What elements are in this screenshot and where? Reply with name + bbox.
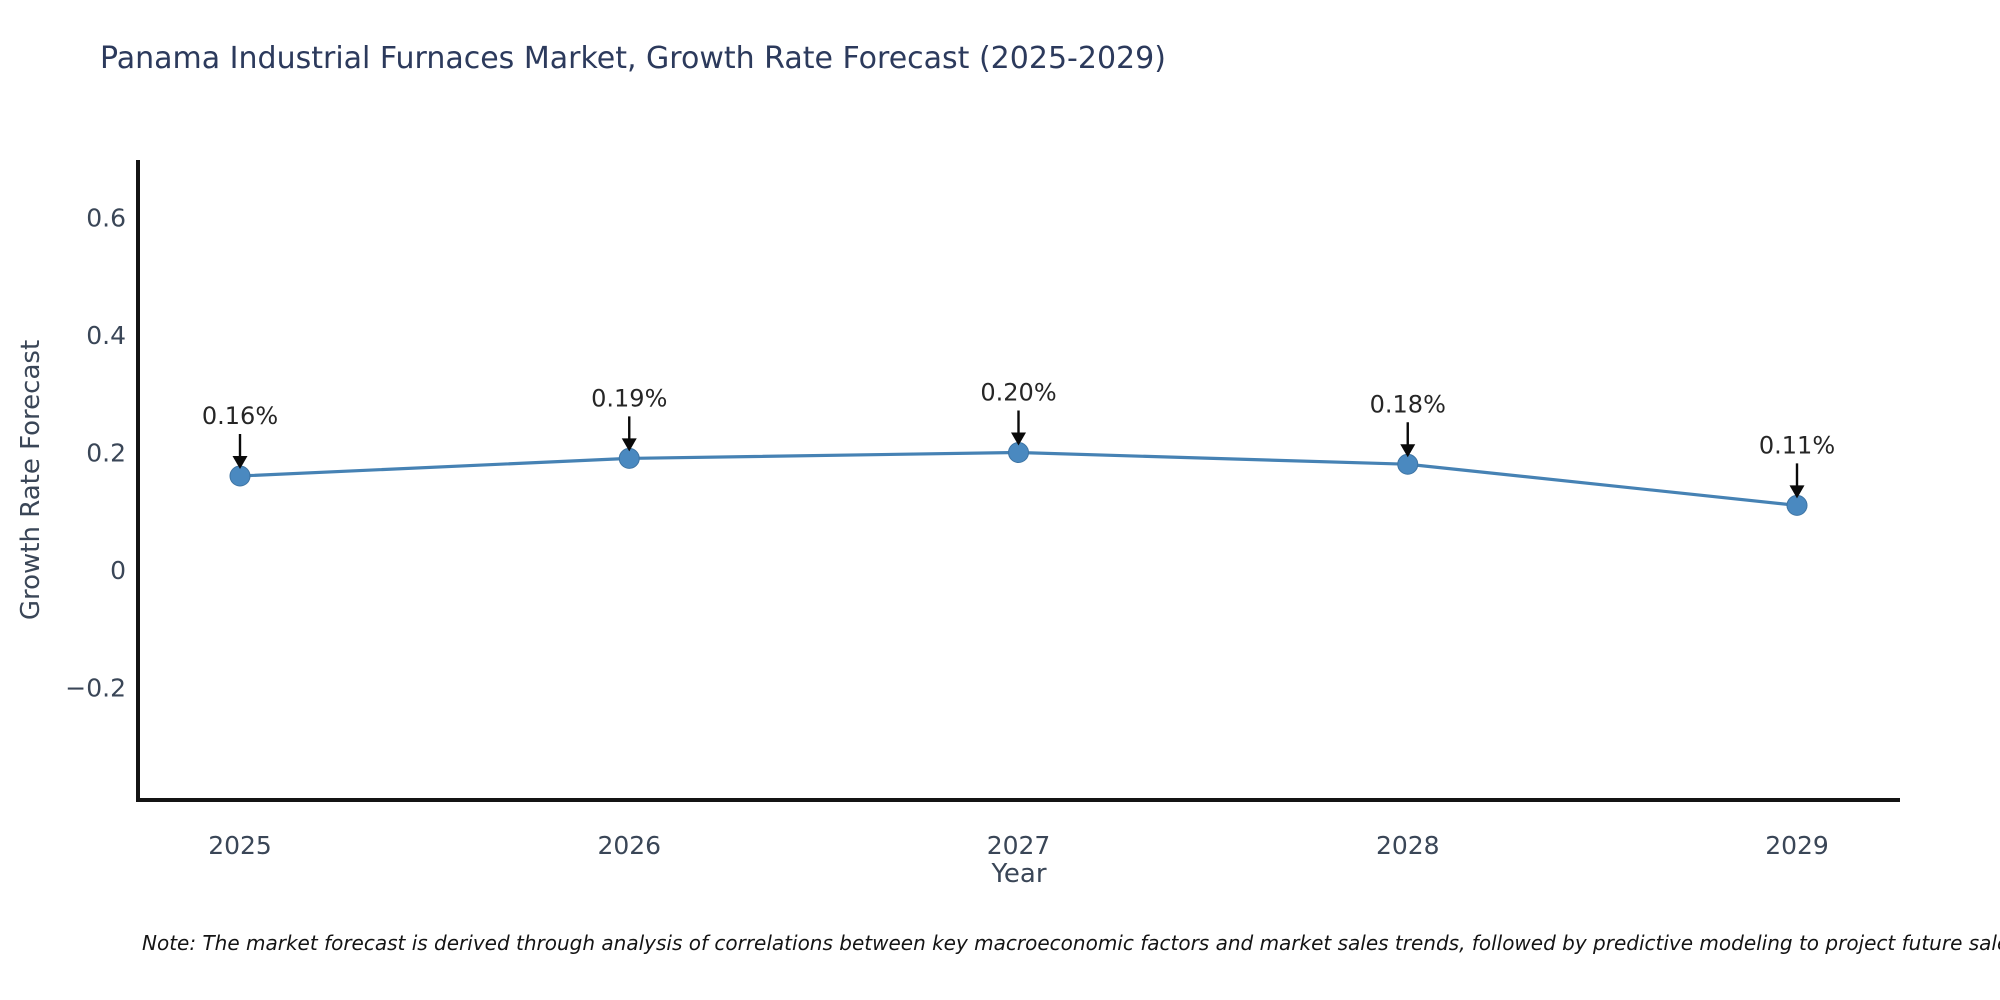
x-tick-label: 2026 — [597, 831, 661, 860]
y-tick-label: 0 — [110, 556, 126, 585]
y-tick-label: 0.6 — [86, 204, 126, 233]
x-tick-label: 2025 — [208, 831, 272, 860]
y-tick-label: 0.2 — [86, 439, 126, 468]
point-annotation-label: 0.16% — [202, 402, 278, 430]
y-axis-title: Growth Rate Forecast — [16, 340, 46, 620]
y-tick-label: 0.4 — [86, 321, 126, 350]
y-tick-label: −0.2 — [65, 674, 126, 703]
point-annotation-label: 0.11% — [1759, 431, 1835, 459]
annotation-arrow-head — [621, 438, 637, 452]
annotation-arrow-head — [1400, 444, 1416, 458]
x-axis-tick-labels: 2025 2026 2027 2028 2029 — [208, 831, 1829, 860]
axis-spines — [136, 160, 1900, 802]
point-annotations: 0.16% 0.19% 0.20% 0.18% 0.11% — [202, 379, 1835, 499]
point-annotation-label: 0.18% — [1370, 390, 1446, 418]
annotation-arrow-head — [232, 456, 248, 469]
x-tick-label: 2028 — [1376, 831, 1440, 860]
chart-footnote: Note: The market forecast is derived thr… — [142, 931, 2000, 955]
series-group — [229, 442, 1808, 516]
x-tick-label: 2027 — [987, 831, 1051, 860]
point-annotation-label: 0.20% — [980, 379, 1056, 407]
chart-title: Panama Industrial Furnaces Market, Growt… — [100, 41, 1166, 76]
y-axis-tick-labels: 0.6 0.4 0.2 0 −0.2 — [65, 204, 126, 703]
point-annotation-label: 0.19% — [591, 384, 667, 412]
annotation-arrow-head — [1011, 432, 1026, 446]
annotation-arrow-head — [1789, 485, 1805, 499]
x-tick-label: 2029 — [1765, 831, 1829, 860]
x-axis-title: Year — [990, 859, 1046, 889]
